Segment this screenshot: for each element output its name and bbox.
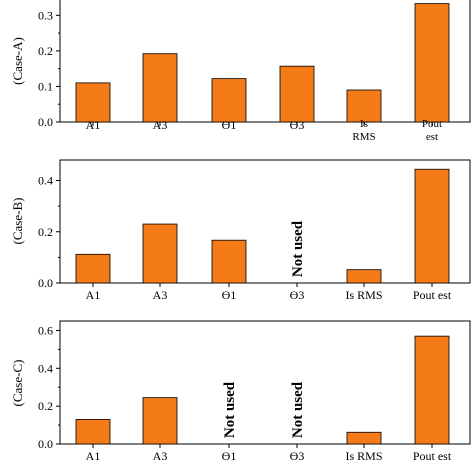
x-tick-label: Pout [422,118,442,130]
y-tick-label: 0.0 [38,437,53,451]
x-tick-label: A1 [86,288,101,302]
not-used-annotation: Not used [290,220,306,277]
bar-0-1 [142,53,178,123]
bar-1-4 [346,269,382,284]
x-tick-label: A1 [86,118,101,132]
bar-0-2 [211,78,247,123]
x-tick-label: Ɵ3 [290,449,305,463]
x-tick-label: Pout est [413,449,452,463]
not-used-annotation: Not used [290,381,306,438]
y-axis-label: (Case-B) [10,198,25,245]
bar-1-5 [414,168,450,284]
x-tick-label: Ɵ1 [222,118,237,132]
bar-0-3 [279,65,315,123]
not-used-annotation: Not used [222,381,238,438]
bar-1-0 [75,253,111,284]
y-tick-label: 0.1 [38,79,53,93]
x-tick-label: A1 [86,449,101,463]
y-tick-label: 0.0 [38,115,53,129]
x-tick-label: Ɵ1 [222,449,237,463]
y-tick-label: 0.4 [38,361,53,375]
y-tick-label: 0.3 [38,8,53,22]
x-tick-label: Ɵ3 [290,288,305,302]
x-tick-label: Is RMS [345,288,382,302]
y-tick-label: 0.4 [38,174,53,188]
bar-1-2 [211,239,247,284]
bar-1-1 [142,223,178,284]
bar-0-0 [75,82,111,123]
y-tick-label: 0.6 [38,323,53,337]
x-tick-label: A3 [153,449,168,463]
bar-0-5 [414,3,450,123]
plot-frame [59,159,471,284]
y-tick-label: 0.2 [38,44,53,58]
y-tick-label: 0.0 [38,276,53,290]
bar-2-4 [346,431,382,445]
bar-2-5 [414,335,450,445]
plot-frame [59,320,471,445]
bar-0-4 [346,89,382,123]
x-tick-label: A3 [153,118,168,132]
y-tick-label: 0.2 [38,225,53,239]
x-tick-label: Ɵ1 [222,288,237,302]
bar-2-1 [142,397,178,445]
x-tick-label: Ɵ3 [290,118,305,132]
y-axis-label: (Case-C) [10,360,25,407]
x-tick-label: RMS [352,131,375,143]
x-tick-label: A3 [153,288,168,302]
x-tick-label: est [426,131,438,143]
x-tick-label: Is RMS [345,449,382,463]
x-tick-label: Is [360,118,368,130]
bar-2-0 [75,418,111,445]
y-tick-label: 0.2 [38,399,53,413]
x-tick-label: Pout est [413,288,452,302]
y-axis-label: (Case-A) [10,37,25,85]
plot-frame [59,0,471,123]
